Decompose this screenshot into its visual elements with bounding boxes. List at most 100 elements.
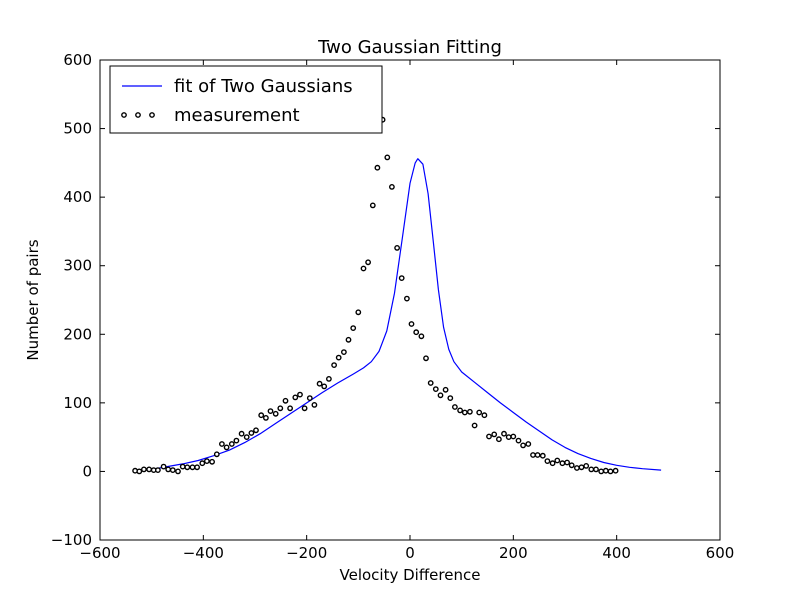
measurement-point [169, 467, 176, 473]
y-axis-label: Number of pairs [24, 239, 42, 360]
measurement-point [427, 380, 434, 386]
measurement-point [140, 466, 147, 473]
x-tick-label: −600 [79, 544, 120, 562]
measurement-point [146, 466, 153, 473]
measurement-point [355, 309, 362, 316]
measurement-point [598, 468, 605, 475]
measurement-point [471, 422, 478, 429]
legend-box [109, 65, 383, 134]
measurement-point [360, 265, 367, 272]
measurement-point [612, 467, 619, 474]
measurement-point [306, 395, 313, 401]
measurement-point [461, 409, 468, 416]
measurement-point [350, 325, 357, 331]
measurement-point [374, 164, 381, 171]
measurement-point [311, 401, 318, 408]
x-tick-label: 600 [706, 544, 735, 562]
measurement-point [179, 463, 186, 470]
measurement-point [345, 336, 352, 343]
x-tick-label: 400 [602, 544, 631, 562]
measurement-point [154, 467, 161, 473]
measurement-point [583, 462, 590, 469]
measurement-point [297, 391, 303, 398]
measurement-point [466, 408, 473, 415]
x-tick-label: −200 [286, 544, 327, 562]
y-tick-label: 300 [63, 257, 92, 275]
measurement-point [501, 430, 507, 437]
measurement-point [413, 329, 420, 336]
measurement-point [607, 468, 614, 475]
measurement-point [593, 466, 599, 473]
measurement-point [451, 404, 458, 410]
legend-label-measurement: measurement [174, 105, 300, 126]
measurement-point [408, 321, 415, 327]
measurement-point [578, 464, 585, 471]
measurement-point [175, 468, 181, 475]
x-tick-label: 200 [499, 544, 528, 562]
measurement-point [228, 441, 235, 447]
measurement-point [248, 430, 255, 436]
measurement-point [481, 412, 488, 419]
measurement-point [476, 409, 483, 416]
y-tick-label: 400 [63, 188, 92, 206]
measurement-point [505, 434, 512, 440]
x-tick-label: 0 [405, 544, 415, 562]
legend-marker-swatch [121, 112, 155, 118]
y-tick-label: 200 [63, 325, 92, 343]
measurement-point [520, 442, 526, 449]
measurement-point [213, 451, 220, 458]
measurement-point [602, 467, 609, 474]
measurement-point [457, 407, 463, 414]
measurement-point [588, 466, 595, 473]
measurement-point [184, 464, 191, 471]
measurement-point [238, 430, 245, 437]
measurement-point [418, 333, 425, 340]
measurement-point [194, 464, 201, 471]
measurement-point [292, 394, 299, 401]
measurement-point [165, 466, 172, 473]
measurement-point [340, 349, 347, 355]
legend-marker [121, 112, 127, 118]
measurement-point [394, 244, 400, 251]
measurement-point [277, 405, 284, 412]
measurement-point [199, 460, 206, 467]
measurement-point [549, 460, 556, 467]
measurement-point [510, 433, 517, 440]
fit-line [135, 158, 662, 472]
measurement-point [321, 383, 328, 390]
measurement-point [525, 441, 532, 447]
measurement-point [398, 275, 405, 281]
measurement-point [534, 452, 541, 458]
measurement-point [365, 259, 371, 266]
measurement-point [568, 462, 575, 469]
measurement-point [301, 405, 308, 412]
x-tick-label: −400 [183, 544, 224, 562]
measurement-point [388, 183, 395, 190]
measurement-point [267, 408, 274, 414]
y-tick-label: 600 [63, 51, 92, 69]
measurement-point [539, 452, 546, 459]
fit-line-layer [135, 158, 662, 472]
measurement-point [403, 295, 410, 302]
measurement-point [423, 355, 429, 362]
measurement-point [544, 458, 551, 464]
measurement-point [253, 427, 259, 434]
y-tick-label: −100 [51, 531, 92, 549]
measurement-point [160, 463, 167, 470]
measurement-point [287, 405, 293, 412]
measurement-point [325, 375, 332, 382]
measurement-point [437, 392, 444, 399]
measurement-point [384, 154, 391, 161]
measurement-point [530, 452, 536, 458]
y-tick-label: 500 [63, 120, 92, 138]
x-axis-label: Velocity Difference [340, 566, 481, 584]
legend-marker [135, 112, 141, 118]
measurement-point [486, 433, 492, 440]
y-tick-label: 100 [63, 394, 92, 412]
measurement-point [369, 202, 376, 209]
measurement-point [331, 362, 337, 368]
measurement-point [335, 354, 342, 361]
measurement-point [432, 386, 439, 392]
